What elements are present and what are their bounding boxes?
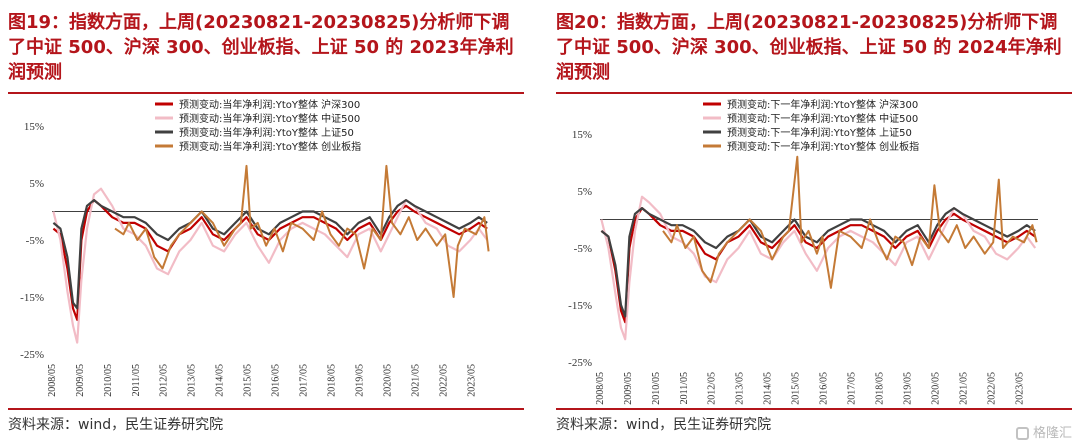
x-tick-label: 2016/05 [271,364,282,397]
y-tick-label: 15% [24,121,44,133]
chart-panel-left: 图19：指数方面，上周(20230821-20230825)分析师下调了中证 5… [0,0,532,447]
x-tick-label: 2014/05 [763,372,774,405]
legend-entry: 预测变动:下一年净利润:YtoY整体 中证500 [727,112,918,125]
series-line [52,199,488,310]
x-tick-label: 2012/05 [159,364,170,397]
legend-entry: 预测变动:当年净利润:YtoY整体 中证500 [179,112,360,125]
x-tick-label: 2018/05 [327,364,338,397]
x-tick-label: 2012/05 [707,372,718,405]
x-tick-label: 2017/05 [847,372,858,405]
x-tick-label: 2022/05 [439,364,450,397]
x-tick-label: 2018/05 [875,372,886,405]
x-tick-label: 2019/05 [903,372,914,405]
series-line [114,164,490,298]
x-tick-label: 2013/05 [187,364,198,397]
x-tick-label: 2017/05 [299,364,310,397]
watermark-logo-icon [1015,427,1029,440]
chart-title: 图20：指数方面，上周(20230821-20230825)分析师下调了中证 5… [556,12,1062,83]
y-tick-label: 15% [572,129,592,141]
line-chart: 15% 5% -5% -15% -25%2008/05 2009/05 2010/05 201… [568,98,1038,405]
y-tick-label: -15% [20,292,44,304]
source-note: 资料来源：wind，民生证券研究院 [556,417,772,433]
watermark-text: 格隆汇 [1032,426,1072,441]
x-tick-label: 2021/05 [959,372,970,405]
legend-entry: 预测变动:下一年净利润:YtoY整体 上证50 [727,126,912,139]
x-tick-label: 2023/05 [1015,372,1026,405]
x-tick-label: 2011/05 [679,372,690,404]
x-tick-label: 2010/05 [103,364,114,397]
chart-title: 图19：指数方面，上周(20230821-20230825)分析师下调了中证 5… [8,12,514,83]
x-tick-label: 2020/05 [383,364,394,397]
watermark: 格隆汇 [1015,422,1072,441]
source-rule [556,408,1072,410]
title-rule [556,92,1072,94]
x-tick-label: 2015/05 [243,364,254,397]
y-tick-label: -5% [574,243,592,255]
x-tick-label: 2015/05 [791,372,802,405]
x-tick-label: 2021/05 [411,364,422,397]
series-line [662,155,1038,289]
title-rule [8,92,524,94]
line-chart: 15% 5% -5% -15% -25%2008/05 2009/05 2010/05 201… [20,98,490,397]
x-tick-label: 2013/05 [735,372,746,405]
chart-panel-right: 图20：指数方面，上周(20230821-20230825)分析师下调了中证 5… [548,0,1080,447]
x-tick-label: 2009/05 [623,372,634,405]
x-tick-label: 2008/05 [47,364,58,397]
y-tick-label: -5% [26,235,44,247]
y-tick-label: -15% [568,300,592,312]
x-tick-label: 2011/05 [131,364,142,396]
y-tick-label: -25% [20,349,44,361]
y-tick-label: 5% [29,178,44,190]
x-tick-label: 2019/05 [355,364,366,397]
x-tick-label: 2020/05 [931,372,942,405]
legend-entry: 预测变动:下一年净利润:YtoY整体 沪深300 [727,98,918,111]
x-tick-label: 2016/05 [819,372,830,405]
x-tick-label: 2023/05 [467,364,478,397]
x-tick-label: 2009/05 [75,364,86,397]
x-tick-label: 2022/05 [987,372,998,405]
legend-entry: 预测变动:当年净利润:YtoY整体 上证50 [179,126,354,139]
x-tick-label: 2008/05 [595,372,606,405]
legend-entry: 预测变动:下一年净利润:YtoY整体 创业板指 [727,140,919,153]
source-note: 资料来源：wind，民生证券研究院 [8,417,224,433]
source-rule [8,408,524,410]
legend-entry: 预测变动:当年净利润:YtoY整体 沪深300 [179,98,360,111]
x-tick-label: 2010/05 [651,372,662,405]
y-tick-label: 5% [577,186,592,198]
x-tick-label: 2014/05 [215,364,226,397]
legend-entry: 预测变动:当年净利润:YtoY整体 创业板指 [179,140,361,153]
y-tick-label: -25% [568,357,592,369]
